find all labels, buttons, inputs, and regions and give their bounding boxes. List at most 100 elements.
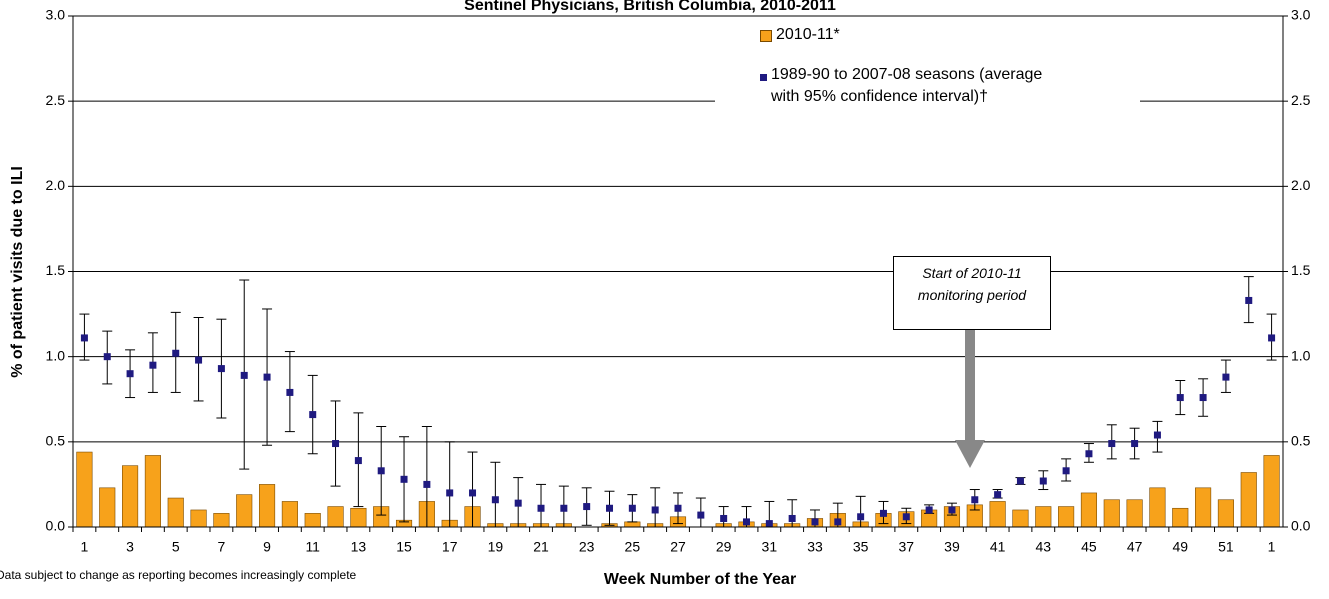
y-tick-label: 1.0 (46, 347, 66, 363)
marker (309, 411, 317, 419)
legend-swatch (760, 74, 767, 81)
marker (446, 489, 454, 497)
marker (1039, 477, 1047, 485)
x-tick-label: 49 (1172, 539, 1188, 555)
x-tick-label: 25 (625, 539, 641, 555)
x-tick-label: 21 (533, 539, 549, 555)
y-tick-label: 0.0 (46, 518, 66, 534)
legend-label: 2010-11* (776, 26, 840, 43)
x-tick-label: 1 (81, 539, 89, 555)
x-tick-label: 3 (126, 539, 134, 555)
marker (811, 518, 819, 526)
legend-background (715, 20, 1140, 140)
marker (126, 370, 134, 378)
legend-label: 1989-90 to 2007-08 seasons (average with… (771, 66, 1043, 105)
error-bar (787, 499, 798, 528)
x-tick-label: 41 (990, 539, 1006, 555)
marker (1131, 440, 1139, 448)
bar (1080, 492, 1098, 528)
bar (1172, 507, 1189, 528)
bar (99, 487, 116, 528)
x-tick-label: 47 (1127, 539, 1143, 555)
marker (1062, 467, 1070, 475)
bar (167, 497, 184, 528)
marker (240, 371, 248, 379)
marker (263, 373, 271, 381)
x-tick-label: 19 (488, 539, 504, 555)
marker (149, 361, 157, 369)
bar (1263, 455, 1280, 528)
bar (122, 465, 139, 528)
bar (258, 484, 276, 528)
chart-title: Sentinel Physicians, British Columbia, 2… (464, 0, 836, 14)
marker (377, 467, 385, 475)
marker (469, 489, 477, 497)
x-tick-label: 35 (853, 539, 869, 555)
y-tick-label: 2.5 (46, 92, 66, 108)
marker (902, 513, 910, 521)
marker (788, 514, 796, 522)
marker (217, 365, 225, 373)
x-tick-label: 43 (1035, 539, 1051, 555)
annotation: Start of 2010-11 monitoring period (893, 256, 1051, 330)
marker (697, 511, 705, 519)
bar (1149, 487, 1166, 528)
bar (350, 507, 367, 528)
marker (1016, 477, 1024, 485)
marker (195, 356, 203, 364)
arrow-head (955, 440, 985, 468)
bar (1217, 499, 1234, 528)
bar (989, 501, 1006, 528)
bar (624, 521, 641, 528)
y-tick-label: 0.5 (46, 433, 66, 449)
legend-item: 2010-11* (760, 24, 1100, 46)
bar (327, 506, 344, 528)
marker (1108, 440, 1116, 448)
marker (994, 491, 1002, 499)
bar (1012, 509, 1029, 528)
marker (1222, 373, 1230, 381)
bar (190, 509, 207, 528)
x-tick-label: 9 (263, 539, 271, 555)
x-tick-label: 11 (305, 539, 320, 555)
marker (1176, 394, 1184, 402)
marker (80, 334, 88, 342)
x-tick-label: 15 (396, 539, 412, 555)
marker (1268, 334, 1276, 342)
x-tick-label: 33 (807, 539, 823, 555)
marker (674, 504, 682, 512)
marker (1245, 296, 1253, 304)
marker (1199, 394, 1207, 402)
y2-tick-label: 2.0 (1291, 177, 1311, 193)
marker (971, 496, 979, 504)
y2-tick-label: 1.0 (1291, 347, 1311, 363)
marker (172, 349, 180, 357)
arrow-shaft (965, 330, 975, 442)
x-tick-label: 1 (1268, 539, 1276, 555)
marker (857, 513, 865, 521)
x-axis-title: Week Number of the Year (604, 571, 796, 588)
y2-tick-label: 3.0 (1291, 7, 1311, 23)
x-tick-label: 5 (172, 539, 180, 555)
y2-tick-label: 2.5 (1291, 92, 1311, 108)
y-tick-label: 1.5 (46, 262, 66, 278)
footnote: Data subject to change as reporting beco… (0, 568, 357, 582)
marker (537, 504, 545, 512)
x-tick-label: 39 (944, 539, 960, 555)
marker (1153, 431, 1161, 439)
marker (651, 506, 659, 514)
x-tick-label: 45 (1081, 539, 1097, 555)
y-axis-title: % of patient visits due to ILI (9, 166, 26, 378)
marker (925, 506, 933, 514)
bar (1035, 506, 1052, 528)
x-tick-label: 17 (442, 539, 458, 555)
marker (1085, 450, 1093, 458)
bar (236, 494, 253, 528)
bar (1240, 472, 1257, 528)
y-tick-label: 3.0 (46, 7, 66, 23)
marker (103, 353, 111, 361)
bar (144, 455, 161, 528)
bar (304, 513, 321, 528)
marker (742, 518, 750, 526)
